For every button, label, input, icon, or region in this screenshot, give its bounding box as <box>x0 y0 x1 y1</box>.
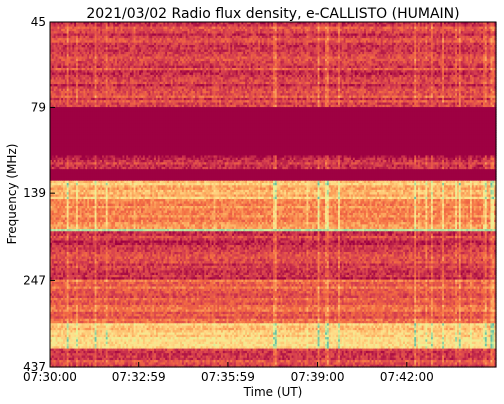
spectrogram-heatmap <box>50 22 497 368</box>
chart-title: 2021/03/02 Radio flux density, e-CALLIST… <box>86 6 459 22</box>
